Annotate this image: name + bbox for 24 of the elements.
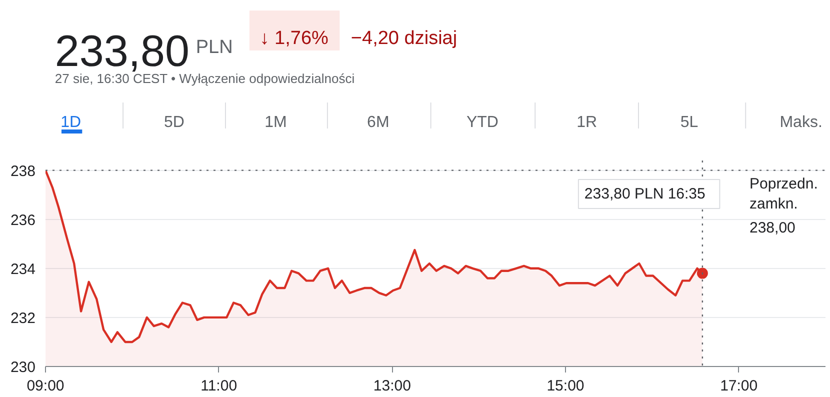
text: PLN xyxy=(196,37,233,58)
x-tick-label: 09:00 xyxy=(26,378,64,394)
text: 5D xyxy=(164,114,184,131)
y-tick-label: 232 xyxy=(10,310,36,327)
text: YTD xyxy=(466,114,498,131)
text: 5L xyxy=(680,114,698,131)
x-tick-label: 13:00 xyxy=(373,378,411,394)
text: 1R xyxy=(576,114,598,131)
text: Maks. xyxy=(780,114,822,131)
x-tick-label: 17:00 xyxy=(720,378,758,394)
y-tick-label: 230 xyxy=(10,359,36,376)
text: ↓ 1,76% xyxy=(260,28,329,49)
annotation: 233,80 PLN 16:35 xyxy=(584,186,706,202)
ref-line-label: Poprzedn. zamkn. 238,00 xyxy=(750,175,818,236)
y-tick-label: 238 xyxy=(10,162,36,180)
chart-subtitle: 27 sie, 16:30 CEST • Wyłączenie odpowiedzialności xyxy=(54,71,355,86)
y-tick-label: 236 xyxy=(10,212,36,229)
text: 1D xyxy=(60,114,82,131)
text: 6M xyxy=(367,114,390,131)
text: 1M xyxy=(264,114,287,131)
x-tick-label: 15:00 xyxy=(546,378,584,394)
y-tick-label: 234 xyxy=(10,260,36,278)
x-tick-label: 11:00 xyxy=(200,378,238,394)
text: −4,20 dzisiaj xyxy=(350,28,458,49)
